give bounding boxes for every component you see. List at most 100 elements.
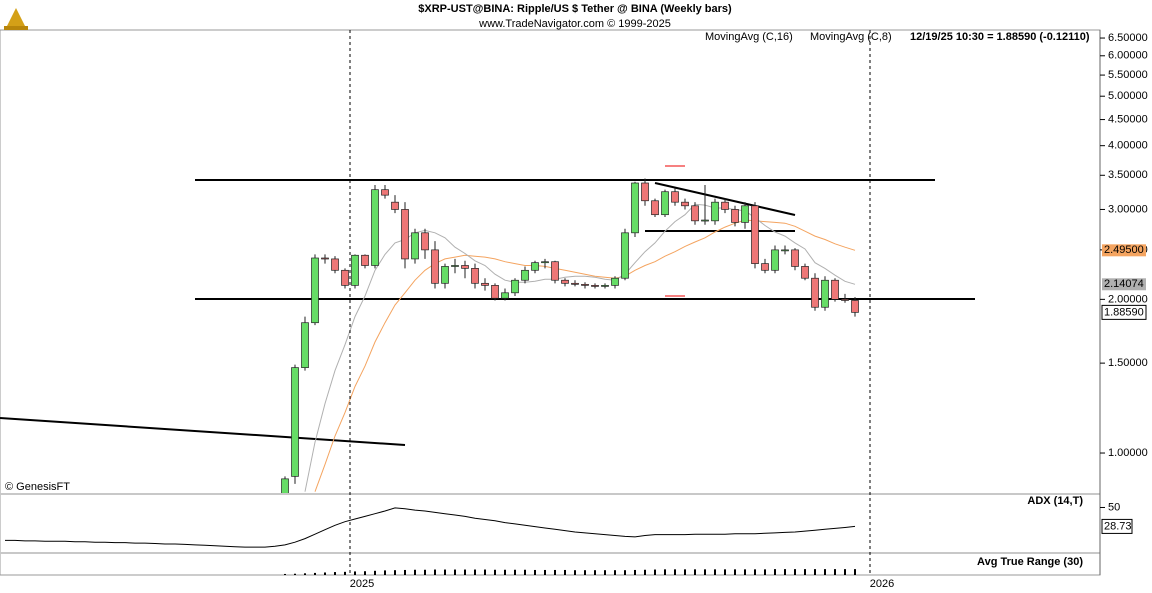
candle-body bbox=[301, 322, 309, 368]
y-tick-label: 1.50000 bbox=[1108, 357, 1148, 369]
y-tick-label: 50 bbox=[1108, 501, 1120, 513]
candle-body bbox=[531, 262, 539, 271]
indicator-bar bbox=[464, 569, 466, 575]
indicator-bar bbox=[454, 569, 456, 575]
candle-body bbox=[291, 367, 299, 477]
y-tick-label: 3.50000 bbox=[1108, 169, 1148, 181]
source-note: © GenesisFT bbox=[5, 481, 70, 493]
indicator-bar bbox=[844, 569, 846, 575]
y-tick-label: 5.00000 bbox=[1108, 90, 1148, 102]
indicator-line bbox=[5, 507, 856, 548]
candle-body bbox=[691, 205, 699, 222]
candle-body bbox=[511, 279, 519, 294]
indicator-bar bbox=[514, 569, 516, 575]
pane-separator bbox=[0, 552, 1100, 554]
indicator-bar bbox=[784, 569, 786, 575]
candle-body bbox=[481, 282, 489, 286]
indicator-bar bbox=[384, 570, 386, 575]
indicator-bar bbox=[404, 569, 406, 575]
chart-title: $XRP-UST@BINA: Ripple/US $ Tether @ BINA… bbox=[418, 3, 732, 15]
candle-body bbox=[561, 279, 569, 284]
indicator-bar bbox=[834, 569, 836, 575]
logo bbox=[4, 8, 28, 30]
plot-frame bbox=[0, 29, 1101, 576]
candle-body bbox=[421, 232, 429, 251]
indicator-bar bbox=[314, 572, 316, 575]
candle-body bbox=[801, 266, 809, 279]
indicator-bar bbox=[304, 573, 306, 575]
candle-body bbox=[841, 298, 849, 301]
value-box-label: 1.88590 bbox=[1104, 306, 1144, 318]
y-tick-label: 4.50000 bbox=[1108, 113, 1148, 125]
indicator-bar bbox=[664, 569, 666, 575]
value-box-label: 2.14074 bbox=[1104, 278, 1144, 290]
indicator-bar bbox=[554, 569, 556, 575]
indicator-bar bbox=[654, 569, 656, 575]
indicator-bar bbox=[324, 572, 326, 575]
indicator-bar bbox=[424, 569, 426, 575]
indicator-bar bbox=[854, 569, 856, 575]
indicator-bar bbox=[444, 569, 446, 575]
indicator-bar bbox=[534, 569, 536, 575]
candle-body bbox=[771, 249, 779, 271]
candle-body bbox=[441, 266, 449, 284]
candle-body bbox=[831, 279, 839, 300]
y-tick-label: 6.00000 bbox=[1108, 50, 1148, 62]
candle-body bbox=[461, 265, 469, 269]
x-tick-label: 2025 bbox=[350, 578, 374, 590]
candle-body bbox=[621, 232, 629, 279]
candle-body bbox=[611, 277, 619, 286]
candle-body bbox=[431, 249, 439, 284]
candle-body bbox=[711, 201, 719, 222]
indicator-bar bbox=[734, 569, 736, 575]
indicator-bar bbox=[354, 571, 356, 575]
candle-body bbox=[741, 205, 749, 223]
x-tick-label: 2026 bbox=[870, 578, 894, 590]
y-tick-label: 6.50000 bbox=[1108, 32, 1148, 44]
indicator-bar bbox=[634, 569, 636, 575]
value-box bbox=[1101, 304, 1147, 320]
indicator-bar bbox=[584, 570, 586, 575]
y-tick-label: 3.00000 bbox=[1108, 203, 1148, 215]
candle-body bbox=[471, 268, 479, 284]
indicator-bar bbox=[494, 569, 496, 575]
candle-body bbox=[351, 254, 359, 286]
candle-body bbox=[391, 201, 399, 210]
candle-body bbox=[551, 261, 559, 281]
indicator-bar bbox=[684, 569, 686, 575]
candle-body bbox=[371, 189, 379, 266]
indicator-bar bbox=[484, 569, 486, 575]
candle-body bbox=[781, 249, 789, 252]
candle-body bbox=[761, 263, 769, 271]
status-annotation: 12/19/25 10:30 = 1.88590 (-0.12110) bbox=[910, 31, 1090, 43]
indicator-bar bbox=[714, 569, 716, 575]
indicator-bar bbox=[394, 570, 396, 575]
adx-pane bbox=[5, 507, 856, 548]
indicator-bar bbox=[604, 570, 606, 575]
candle-body bbox=[541, 261, 549, 264]
candle-body bbox=[851, 300, 859, 313]
candle-body bbox=[631, 182, 639, 234]
pane-separator bbox=[0, 493, 1100, 495]
candle-body bbox=[591, 285, 599, 287]
indicator-bar bbox=[524, 569, 526, 575]
candle-body bbox=[671, 191, 679, 203]
value-box-label: 28.73 bbox=[1104, 520, 1132, 532]
chart-subtitle: www.TradeNavigator.com © 1999-2025 bbox=[478, 18, 671, 30]
indicator-bar bbox=[284, 573, 286, 575]
indicator-bar bbox=[724, 569, 726, 575]
indicator-bar bbox=[294, 573, 296, 575]
indicator-name: Avg True Range (30) bbox=[977, 556, 1083, 568]
indicator-bar bbox=[694, 569, 696, 575]
candle-body bbox=[791, 249, 799, 267]
candle-body bbox=[721, 201, 729, 210]
indicator-bar bbox=[334, 572, 336, 575]
indicator-bar bbox=[594, 570, 596, 575]
indicator-bar bbox=[744, 569, 746, 575]
candle-body bbox=[521, 269, 529, 281]
candle-body bbox=[661, 191, 669, 216]
indicator-bar bbox=[434, 569, 436, 575]
y-tick-label: 1.00000 bbox=[1108, 447, 1148, 459]
indicator-bar bbox=[624, 570, 626, 575]
